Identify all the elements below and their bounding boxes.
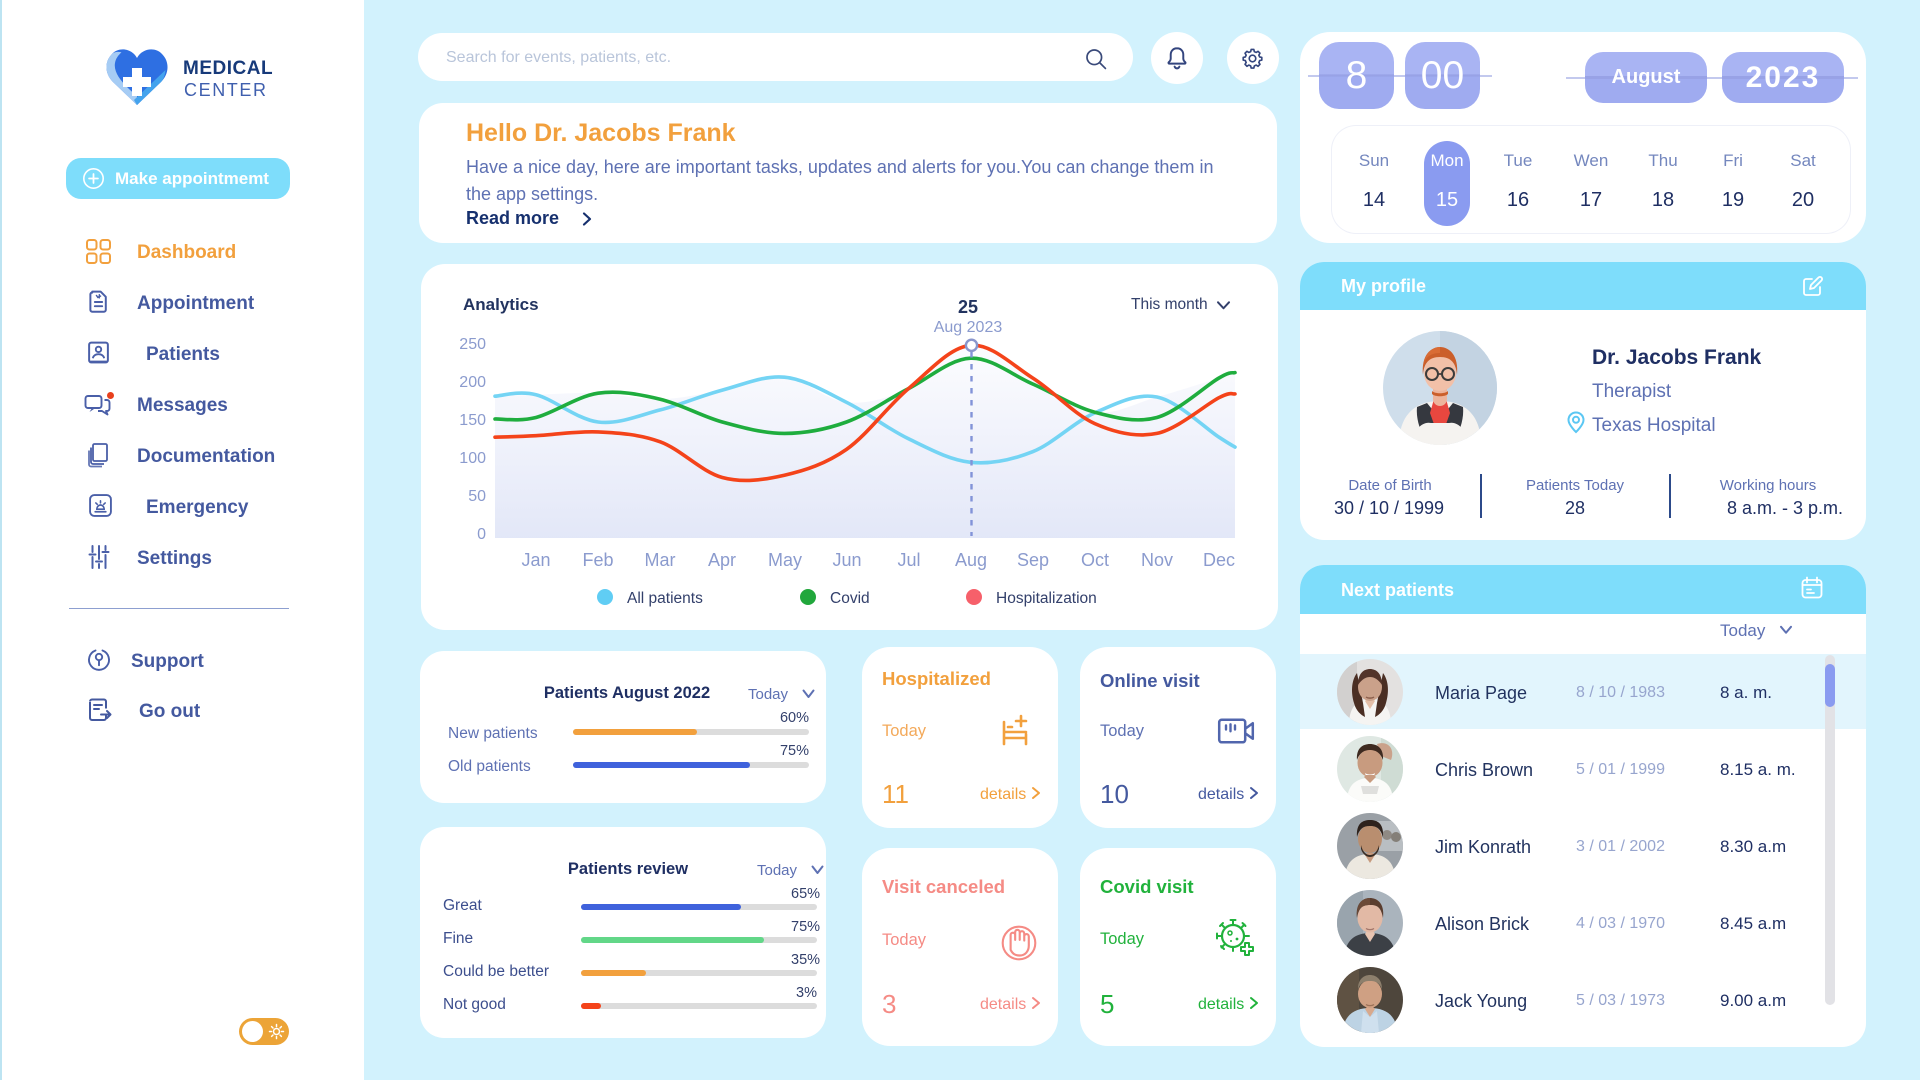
svg-text:Covid: Covid [830, 590, 870, 607]
svg-text:May: May [768, 550, 802, 570]
svg-text:Aug: Aug [955, 550, 987, 570]
svg-text:150: 150 [459, 412, 486, 429]
svg-text:Nov: Nov [1141, 550, 1173, 570]
svg-text:25: 25 [958, 297, 978, 317]
svg-text:Feb: Feb [582, 550, 613, 570]
svg-text:Apr: Apr [708, 550, 736, 570]
svg-text:200: 200 [459, 374, 486, 391]
svg-text:Mar: Mar [645, 550, 676, 570]
svg-text:0: 0 [477, 526, 486, 543]
svg-text:Jan: Jan [521, 550, 550, 570]
svg-text:250: 250 [459, 336, 486, 353]
svg-text:Dec: Dec [1203, 550, 1235, 570]
svg-text:Jul: Jul [897, 550, 920, 570]
svg-text:Sep: Sep [1017, 550, 1049, 570]
svg-text:Jun: Jun [832, 550, 861, 570]
svg-text:100: 100 [459, 450, 486, 467]
svg-text:All patients: All patients [627, 590, 703, 607]
svg-text:50: 50 [468, 488, 486, 505]
svg-text:Aug 2023: Aug 2023 [934, 319, 1003, 336]
svg-text:Hospitalization: Hospitalization [996, 590, 1097, 607]
svg-text:Oct: Oct [1081, 550, 1109, 570]
